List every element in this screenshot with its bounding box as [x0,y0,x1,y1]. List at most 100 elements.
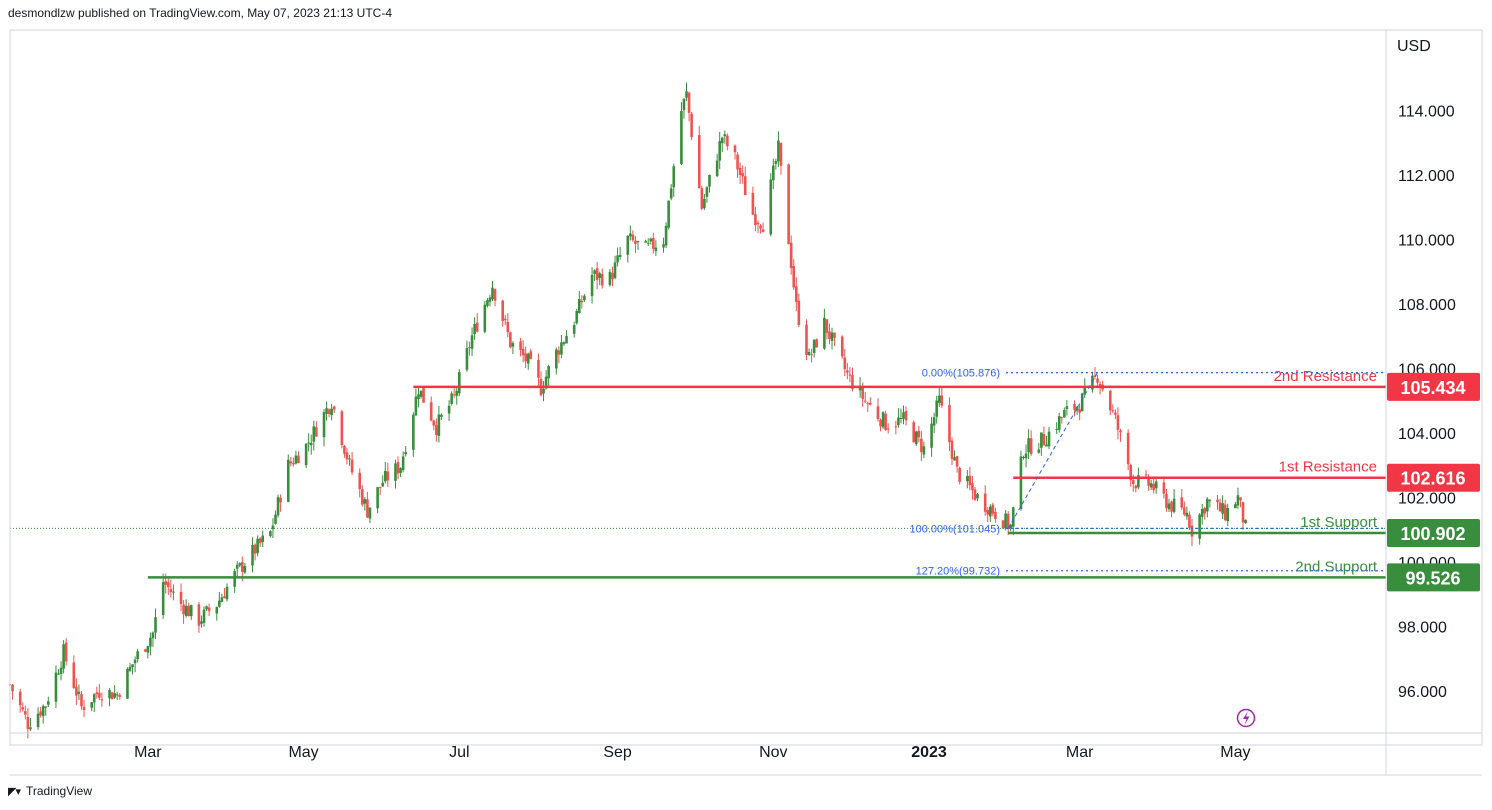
candle-body [807,352,811,356]
candle-body [1203,507,1207,514]
candle-body [57,673,60,675]
candle-body [590,274,594,297]
candle-body [583,295,586,301]
candle-body [1149,483,1153,488]
candle-body [44,706,48,708]
candle-body [542,388,545,394]
candle-body [902,412,905,419]
candle-body [529,351,533,359]
candle-body [1131,479,1135,485]
candle-body [54,672,58,702]
candle-body [555,349,558,369]
candle-body [526,353,530,364]
candle-body [1065,406,1069,410]
candle-body [343,445,346,454]
candle-body [1078,409,1081,413]
level-name: 2nd Support [1295,558,1378,575]
candle-body [312,426,316,442]
candle-body [743,176,747,196]
candle-body [309,442,313,446]
candle-body [396,462,400,474]
candle-body [184,605,188,616]
candle-body [1154,481,1158,489]
candle-body [511,343,515,347]
candle-body [560,342,563,355]
candle-body [1144,474,1148,476]
candle-body [1060,417,1064,419]
candle-body [455,390,459,396]
candle-body [912,422,916,443]
candle-body [976,494,979,499]
candle-body [858,386,862,391]
candle-body [930,423,933,448]
candle-body [468,347,471,349]
candle-body [751,193,755,215]
price-badge [1387,563,1480,592]
candle-body [315,427,318,437]
brand-footer: ◤▾ TradingView [8,784,92,798]
candle-body [113,693,116,698]
candle-body [1152,483,1155,491]
candle-body [812,339,816,354]
candle-body [616,255,619,263]
candle-body [274,514,277,524]
candle-body [1126,432,1130,465]
candle-body [322,412,326,438]
candle-body [24,711,27,715]
lightning-icon[interactable] [1236,708,1256,728]
candle-body [973,489,977,500]
candle-body [1223,504,1227,521]
candle-body [626,235,630,255]
candle-body [1137,475,1140,488]
candle-body [414,396,418,416]
candle-body [966,476,969,482]
candle-body [18,691,22,706]
candle-body [151,632,155,639]
candle-body [452,394,456,396]
candle-body [805,324,808,355]
candle-body [524,353,527,362]
candle-body [577,298,581,314]
candle-body [697,135,701,189]
candle-body [843,357,847,370]
candle-body [1241,502,1245,523]
candle-body [146,645,150,653]
candle-body [149,637,152,647]
candle-body [92,694,96,703]
candle-body [537,359,540,378]
candle-body [39,711,42,716]
y-tick-label: 96.000 [1398,684,1447,701]
candle-body [787,164,790,245]
candle-body [118,695,122,697]
candle-body [289,461,293,464]
candle-body [682,98,686,111]
candle-body [950,440,954,459]
candle-body [475,322,479,332]
candle-body [366,499,369,518]
candle-body [1129,464,1133,481]
candle-body [383,470,387,482]
candle-body [654,247,658,252]
fibonacci-extension[interactable]: 0.00%(105.876) 100.00%(101.045) 127.20%(99… [909,368,1386,578]
candle-body [1170,501,1173,512]
candle-body [608,271,612,286]
candle-body [276,497,280,516]
candle-body [271,525,275,530]
candle-body [830,332,834,341]
candle-body [738,167,742,176]
candle-body [1063,409,1066,418]
candle-body [235,564,239,569]
candle-body [215,607,219,614]
tradingview-logo-icon: ◤▾ [8,785,21,798]
candle-body [1057,416,1061,430]
candle-body [664,225,668,246]
level-lines: 2nd Resistance 1st Resistance 1st Support 2… [10,368,1386,579]
candle-body [154,617,157,633]
candle-body [792,266,796,288]
candle-body [846,370,849,373]
y-tick-label: 114.000 [1398,104,1455,121]
candle-body [1111,410,1115,412]
candle-body [1185,512,1189,517]
candle-body [544,376,548,389]
